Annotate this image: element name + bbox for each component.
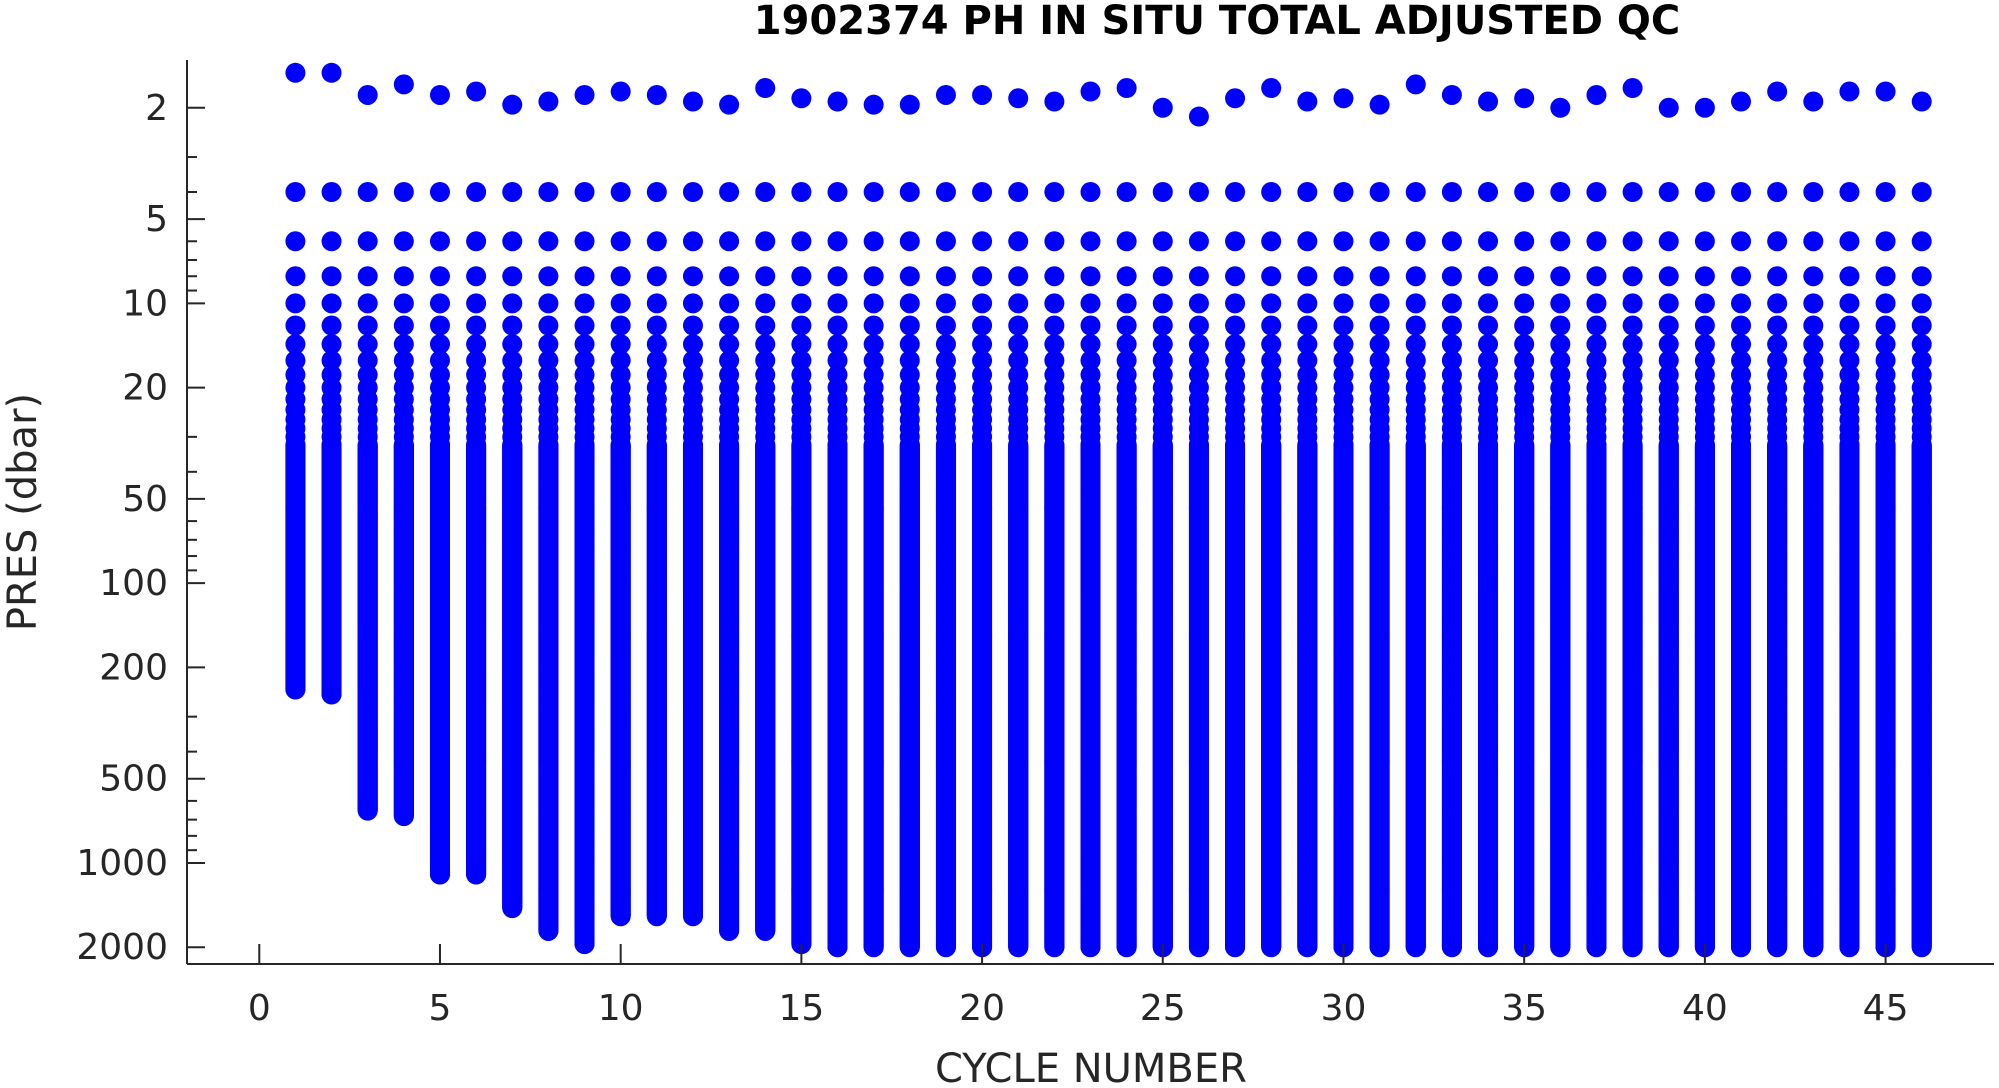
data-point [502,266,522,286]
data-point [285,293,305,313]
data-point [358,182,378,202]
data-point [430,865,450,885]
data-point [430,316,450,336]
data-point [466,182,486,202]
data-point [358,266,378,286]
data-point [502,316,522,336]
data-point [502,898,522,918]
data-point [394,316,414,336]
data-point [466,231,486,251]
data-point [358,293,378,313]
data-point [358,231,378,251]
data-point [322,231,342,251]
data-point [285,231,305,251]
data-point [394,74,414,94]
data-point [322,293,342,313]
data-point [538,92,558,112]
data-point [466,316,486,336]
data-point [285,266,305,286]
data-point [502,95,522,115]
data-point [538,316,558,336]
data-point [466,865,486,885]
data-point [285,182,305,202]
data-point [394,182,414,202]
chart-title: 1902374 PH IN SITU TOTAL ADJUSTED QC [754,0,1680,44]
data-point [322,266,342,286]
data-point [394,231,414,251]
data-point [285,63,305,83]
data-point [394,293,414,313]
data-point [430,182,450,202]
data-point [285,316,305,336]
data-point [322,685,342,705]
data-point [285,680,305,700]
data-point [502,231,522,251]
data-point [430,85,450,105]
data-point [394,806,414,826]
data-point [538,182,558,202]
data-point [466,266,486,286]
data-point [430,293,450,313]
data-point [538,231,558,251]
data-point [466,293,486,313]
data-point [466,82,486,102]
data-point [502,293,522,313]
data-point [322,63,342,83]
data-point [538,266,558,286]
data-point [358,801,378,821]
data-point [358,85,378,105]
data-point [538,293,558,313]
data-point [430,231,450,251]
data-markers [285,63,1931,957]
data-point [358,316,378,336]
data-point [322,316,342,336]
data-point [502,182,522,202]
data-point [394,266,414,286]
data-point [322,182,342,202]
data-point [430,266,450,286]
